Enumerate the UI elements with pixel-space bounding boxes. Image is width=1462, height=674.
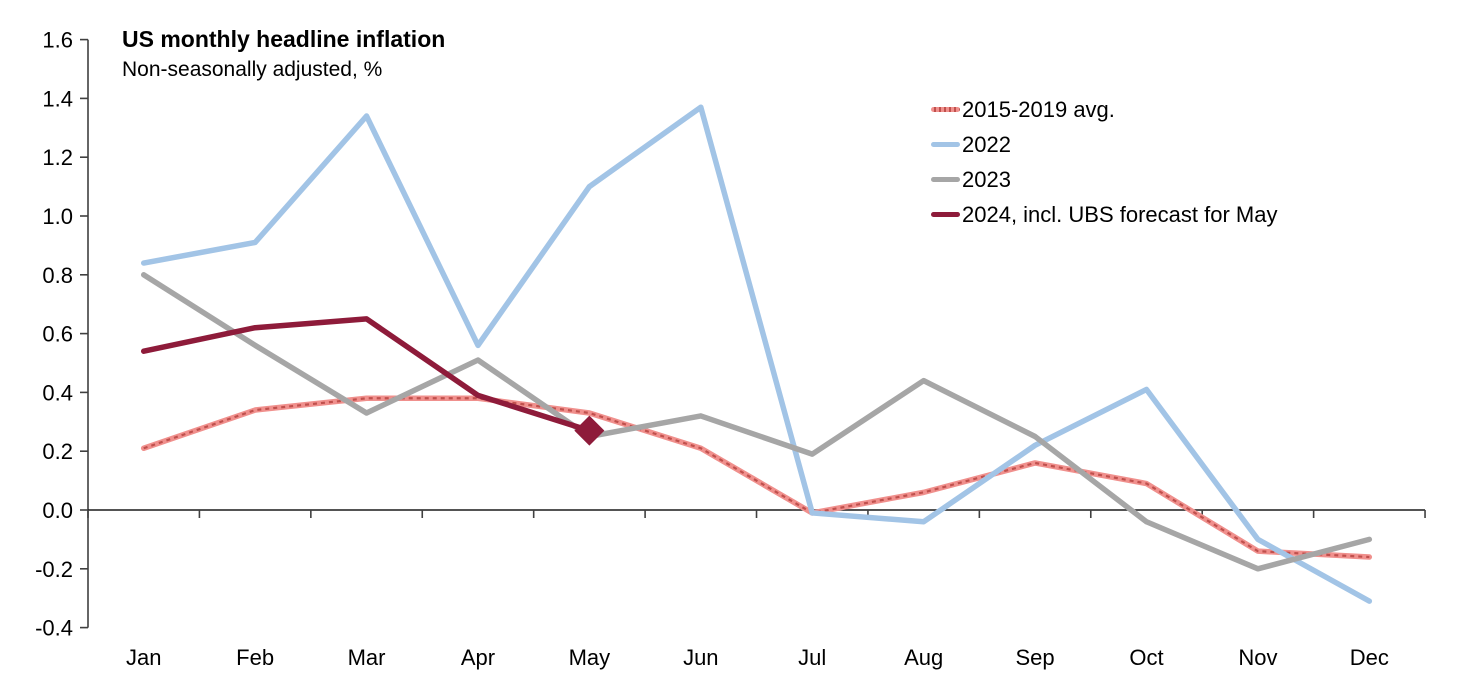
legend-swatch-2015-2019-avg	[931, 107, 960, 112]
y-tick-label: 1.2	[42, 145, 73, 170]
legend-row-2023: 2023	[931, 162, 1277, 197]
legend-label-2022: 2022	[962, 131, 1011, 157]
y-tick-label: 0.8	[42, 263, 73, 288]
x-tick-label: Sep	[1015, 645, 1054, 670]
legend-label-2024: 2024, incl. UBS forecast for May	[962, 201, 1278, 227]
x-tick-label: Jul	[798, 645, 826, 670]
chart-header: US monthly headline inflation Non-season…	[122, 25, 445, 83]
series-line-2022	[140, 104, 1373, 604]
y-tick-label: 1.0	[42, 204, 73, 229]
x-tick-label: Feb	[236, 645, 274, 670]
series-line-2023	[140, 272, 1373, 572]
y-tick-label: 1.4	[42, 86, 73, 111]
y-tick-label: 0.4	[42, 380, 73, 405]
x-tick-label: Jun	[683, 645, 718, 670]
legend-swatch-2022	[931, 142, 960, 147]
x-tick-label: Mar	[348, 645, 386, 670]
x-tick-label: Apr	[461, 645, 495, 670]
y-tick-label: 0.0	[42, 498, 73, 523]
forecast-diamond-marker	[574, 415, 605, 446]
legend-row-2015-2019-avg: 2015-2019 avg.	[931, 92, 1277, 127]
y-tick-label: -0.2	[35, 557, 73, 582]
x-tick-label: Oct	[1129, 645, 1163, 670]
x-tick-label: Jan	[126, 645, 161, 670]
x-tick-label: Aug	[904, 645, 943, 670]
chart-subtitle: Non-seasonally adjusted, %	[122, 57, 383, 81]
y-tick-label: 1.6	[42, 28, 73, 53]
series-line-2024-incl-ubs-forecast-for-may	[140, 316, 593, 434]
legend: 2015-2019 avg. 2022 2023 2024, incl. UBS…	[931, 92, 1277, 232]
chart-title: US monthly headline inflation	[122, 26, 446, 52]
y-tick-label: 0.2	[42, 439, 73, 464]
legend-label-2023: 2023	[962, 166, 1011, 192]
legend-label-2015-2019-avg: 2015-2019 avg.	[962, 96, 1115, 122]
y-tick-label: 0.6	[42, 322, 73, 347]
legend-swatch-2024	[931, 212, 960, 217]
legend-swatch-2023	[931, 177, 960, 182]
series-line-2015-2019-avg-	[140, 395, 1373, 560]
y-tick-label: -0.4	[35, 616, 73, 641]
legend-row-2024: 2024, incl. UBS forecast for May	[931, 197, 1277, 232]
x-tick-label: May	[569, 645, 611, 670]
x-tick-label: Nov	[1238, 645, 1277, 670]
legend-row-2022: 2022	[931, 127, 1277, 162]
x-tick-label: Dec	[1350, 645, 1389, 670]
